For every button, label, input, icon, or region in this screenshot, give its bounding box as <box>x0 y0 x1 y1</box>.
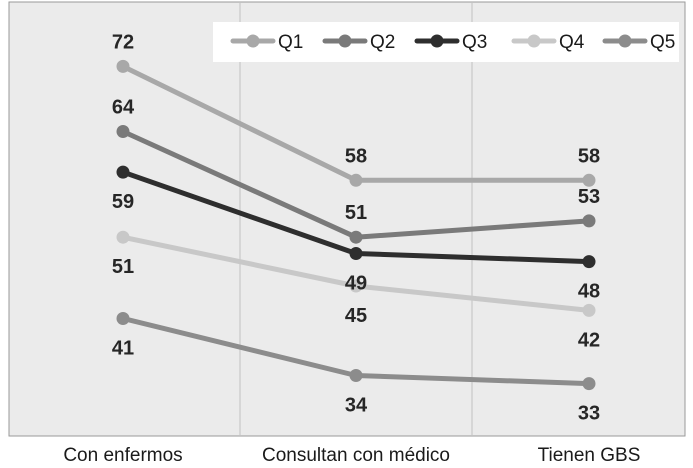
x-axis-tick-labels: Con enfermos Consultan con médico Tienen G… <box>63 445 640 466</box>
data-label-q1-3: 58 <box>578 145 600 167</box>
data-label-q3-3: 48 <box>578 281 600 303</box>
legend-label: Q1 <box>278 32 303 53</box>
data-point-q5-1 <box>116 312 130 325</box>
data-label-q4-3: 42 <box>578 329 600 351</box>
legend-item-q3[interactable]: Q3 <box>414 32 487 53</box>
data-point-q4-3 <box>582 303 596 317</box>
data-point-q1-1 <box>116 59 130 73</box>
data-label-q2-2: 51 <box>345 202 367 224</box>
data-point-q4-2 <box>349 279 363 293</box>
data-point-q3-1 <box>116 165 130 179</box>
legend-swatch-marker <box>618 34 632 48</box>
data-label-q4-1: 51 <box>112 256 134 278</box>
data-point-q2-1 <box>116 125 130 138</box>
data-point-q1-2 <box>349 173 363 187</box>
data-point-q3-3 <box>582 255 596 269</box>
data-point-q5-3 <box>582 377 596 391</box>
data-label-q3-2: 49 <box>345 273 367 295</box>
legend-label: Q2 <box>370 32 395 53</box>
data-label-q2-1: 64 <box>112 97 135 119</box>
data-point-q1-3 <box>582 173 596 187</box>
data-label-q5-1: 41 <box>112 338 134 360</box>
legend-swatch-marker <box>527 34 541 48</box>
data-point-q2-2 <box>349 230 363 244</box>
plot-area <box>8 1 686 437</box>
data-point-q4-1 <box>116 230 130 244</box>
legend-label: Q4 <box>559 32 585 53</box>
data-label-q5-2: 34 <box>345 395 368 417</box>
data-point-q5-2 <box>349 369 363 382</box>
legend-item-q4[interactable]: Q4 <box>511 32 585 53</box>
x-tick-label-3: Tienen GBS <box>538 445 641 466</box>
data-point-q2-3 <box>582 214 596 228</box>
legend-swatch-marker <box>246 34 260 48</box>
x-tick-label-1: Con enfermos <box>63 445 182 466</box>
legend-label: Q3 <box>462 32 487 53</box>
legend-swatch-marker <box>430 34 444 48</box>
data-label-q1-1: 72 <box>112 31 134 53</box>
legend-item-q5[interactable]: Q5 <box>602 32 675 53</box>
data-label-q1-2: 58 <box>345 145 367 167</box>
legend-swatch-marker <box>338 34 352 48</box>
data-point-q3-2 <box>349 247 363 260</box>
legend-item-q2[interactable]: Q2 <box>322 32 395 53</box>
data-label-q5-3: 33 <box>578 403 600 425</box>
legend-label: Q5 <box>650 32 675 53</box>
data-label-q3-1: 59 <box>112 191 134 213</box>
x-tick-label-2: Consultan con médico <box>262 445 450 466</box>
legend[interactable]: Q1 Q2 Q3 Q4 Q5 <box>213 22 679 62</box>
data-labels: 72 58 58 64 51 53 59 49 48 51 45 42 41 34 33 <box>112 31 600 424</box>
series-points <box>116 59 596 391</box>
data-label-q4-2: 45 <box>345 305 367 327</box>
data-label-q2-3: 53 <box>578 186 600 208</box>
legend-item-q1[interactable]: Q1 <box>230 32 303 53</box>
